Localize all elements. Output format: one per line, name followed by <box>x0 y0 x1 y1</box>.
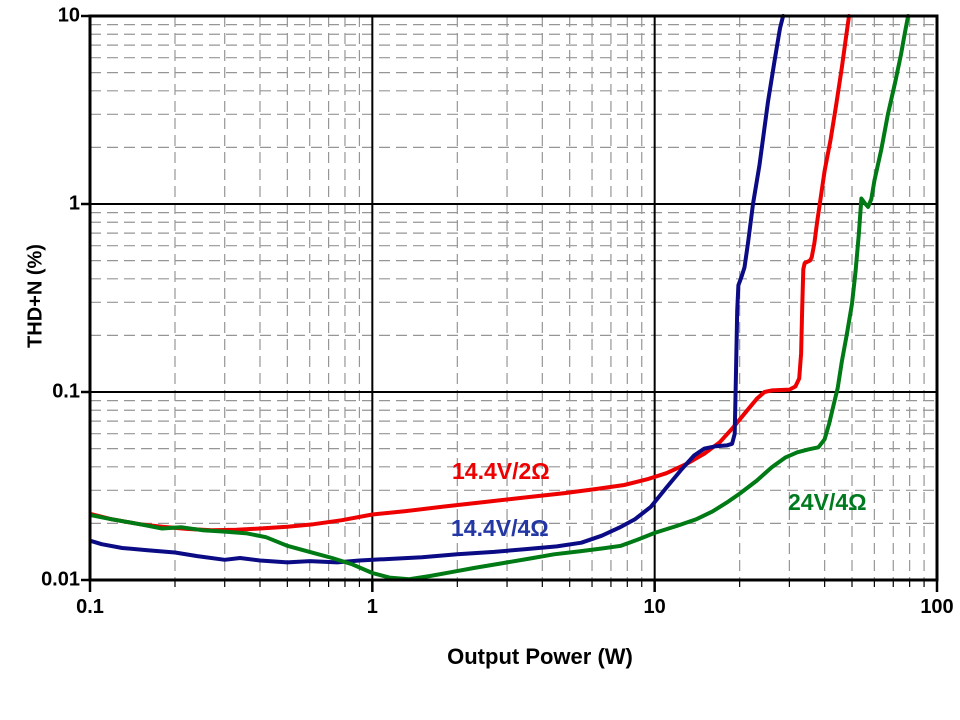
series-label-14v4-2ohm: 14.4V/2Ω <box>452 458 550 484</box>
axis-ticks <box>81 14 939 592</box>
major-gridlines <box>90 16 937 580</box>
curve-2 <box>90 14 911 582</box>
curve-0 <box>90 14 851 533</box>
y-tick-label-10: 10 <box>57 4 80 27</box>
series-label-14v4-4ohm: 14.4V/4Ω <box>451 515 549 541</box>
x-tick-label-1: 1 <box>366 596 378 618</box>
x-tick-label-10: 10 <box>643 596 666 618</box>
x-tick-label-0.1: 0.1 <box>76 596 104 618</box>
x-tick-label-100: 100 <box>920 596 954 618</box>
y-tick-label-1: 1 <box>68 192 80 215</box>
curve-1 <box>90 14 786 565</box>
y-tick-label-0.1: 0.1 <box>52 380 80 403</box>
series-label-24v-4ohm: 24V/4Ω <box>788 489 867 515</box>
y-tick-label-0.01: 0.01 <box>41 568 80 591</box>
x-axis-title: Output Power (W) <box>447 644 633 669</box>
plot-frame <box>88 14 939 582</box>
y-axis-title: THD+N (%) <box>24 244 47 348</box>
